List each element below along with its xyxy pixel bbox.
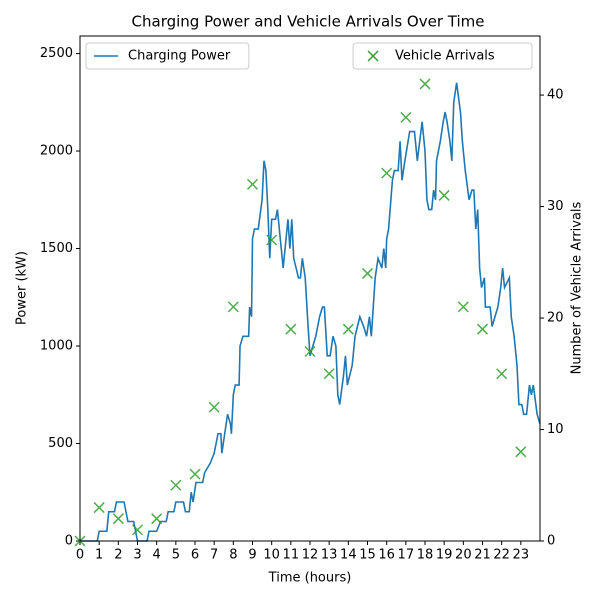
x-tick-label: 21 bbox=[474, 548, 491, 563]
legend-label: Charging Power bbox=[128, 49, 231, 64]
arrival-marker bbox=[400, 111, 412, 123]
arrival-marker bbox=[419, 78, 431, 90]
x-tick-label: 11 bbox=[283, 548, 300, 563]
arrival-marker bbox=[496, 368, 508, 380]
x-tick-label: 7 bbox=[210, 548, 218, 563]
y-tick-label: 2500 bbox=[40, 46, 73, 61]
plot-frame bbox=[79, 35, 541, 542]
y-tick-label: 500 bbox=[48, 436, 73, 451]
x-tick-label: 23 bbox=[513, 548, 530, 563]
x-tick-label: 2 bbox=[114, 548, 122, 563]
x-axis-label: Time (hours) bbox=[268, 571, 352, 586]
y-axis-label: Power (kW) bbox=[15, 251, 30, 325]
x-tick-label: 3 bbox=[133, 548, 141, 563]
arrival-marker bbox=[112, 513, 124, 525]
x-tick-label: 8 bbox=[229, 548, 237, 563]
x-tick-label: 10 bbox=[263, 548, 280, 563]
legend-swatch bbox=[367, 50, 379, 62]
arrival-marker bbox=[151, 513, 163, 525]
y-tick-label: 1000 bbox=[40, 339, 73, 354]
legend-label: Vehicle Arrivals bbox=[395, 49, 495, 64]
y-tick-label: 1500 bbox=[40, 241, 73, 256]
legend-box bbox=[85, 42, 250, 70]
x-tick-label: 15 bbox=[359, 548, 376, 563]
arrival-marker bbox=[189, 468, 201, 480]
x-tick-label: 0 bbox=[76, 548, 84, 563]
x-tick-label: 19 bbox=[436, 548, 453, 563]
arrival-marker bbox=[457, 301, 469, 313]
y-tick-label: 2000 bbox=[40, 144, 73, 159]
arrival-marker bbox=[227, 301, 239, 313]
x-tick-label: 13 bbox=[321, 548, 338, 563]
x-tick-label: 17 bbox=[398, 548, 415, 563]
arrival-marker bbox=[438, 189, 450, 201]
power-line bbox=[80, 82, 541, 542]
y2-axis-label: Number of Vehicle Arrivals bbox=[570, 201, 585, 374]
arrival-marker bbox=[476, 323, 489, 335]
x-tick-label: 5 bbox=[172, 548, 180, 563]
arrival-marker bbox=[93, 502, 105, 514]
x-tick-label: 18 bbox=[417, 548, 434, 563]
arrival-marker bbox=[266, 234, 278, 246]
arrival-marker bbox=[285, 323, 297, 335]
x-tick-label: 14 bbox=[340, 548, 357, 563]
x-tick-label: 1 bbox=[95, 548, 103, 563]
y-tick-label: 0 bbox=[65, 534, 73, 549]
x-tick-label: 16 bbox=[378, 548, 395, 563]
legend-box bbox=[352, 42, 533, 70]
x-tick-label: 20 bbox=[455, 548, 472, 563]
arrival-marker bbox=[208, 401, 220, 413]
arrival-marker bbox=[342, 323, 354, 335]
arrival-marker bbox=[381, 167, 393, 179]
arrival-marker bbox=[304, 345, 316, 358]
arrival-marker bbox=[246, 178, 259, 190]
arrival-marker bbox=[170, 479, 182, 491]
x-tick-label: 12 bbox=[302, 548, 319, 563]
arrival-marker bbox=[515, 446, 527, 458]
arrival-marker bbox=[131, 524, 144, 536]
chart-title: Charging Power and Vehicle Arrivals Over… bbox=[132, 13, 485, 31]
y2-tick-label: 0 bbox=[547, 534, 555, 549]
arrival-marker bbox=[323, 368, 335, 380]
y2-tick-label: 20 bbox=[547, 311, 564, 326]
x-tick-label: 9 bbox=[248, 548, 256, 563]
x-tick-label: 4 bbox=[153, 548, 161, 563]
arrival-marker bbox=[361, 267, 374, 279]
x-tick-label: 6 bbox=[191, 548, 199, 563]
y2-tick-label: 30 bbox=[547, 199, 564, 214]
y2-tick-label: 10 bbox=[547, 422, 564, 437]
y2-tick-label: 40 bbox=[547, 88, 564, 103]
x-tick-label: 22 bbox=[493, 548, 510, 563]
